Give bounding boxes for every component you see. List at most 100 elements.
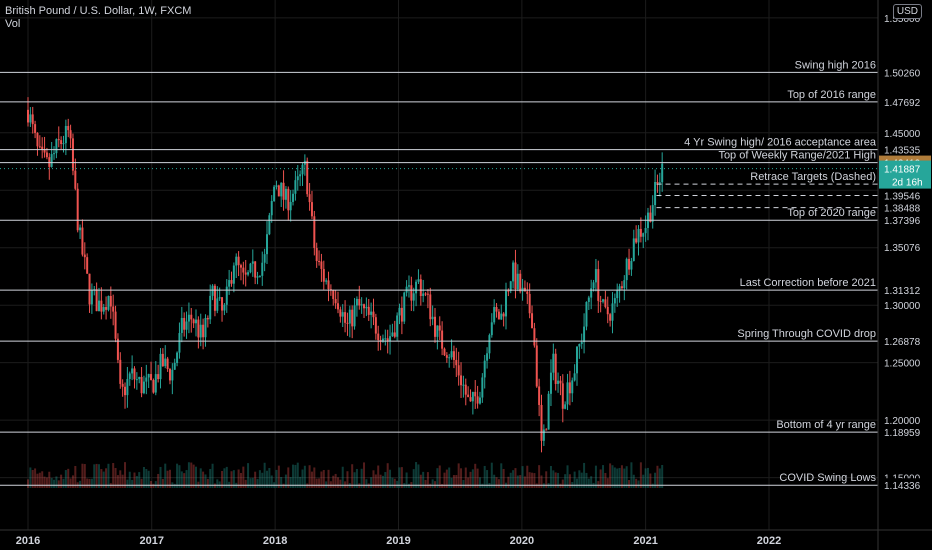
volume-bar bbox=[69, 478, 72, 488]
volume-bar bbox=[102, 471, 105, 488]
candle-body bbox=[434, 316, 437, 337]
candle-body bbox=[152, 379, 155, 393]
candle-body bbox=[471, 391, 474, 402]
candle-body bbox=[27, 109, 29, 123]
volume-bar bbox=[367, 483, 370, 488]
candle-body bbox=[318, 261, 321, 263]
volume-bar bbox=[86, 478, 89, 488]
candle-body bbox=[372, 311, 375, 318]
level-price-label: 1.26878 bbox=[884, 337, 921, 348]
volume-bar bbox=[526, 465, 529, 488]
volume-bar bbox=[611, 465, 614, 488]
volume-bar bbox=[613, 467, 616, 488]
candle-body bbox=[374, 317, 377, 334]
volume-bar bbox=[185, 470, 188, 488]
volume-bar bbox=[377, 465, 380, 488]
candle-body bbox=[620, 286, 623, 289]
level-label: Swing high 2016 bbox=[795, 59, 876, 71]
candle-body bbox=[573, 373, 576, 381]
candle-body bbox=[161, 353, 164, 367]
candle-body bbox=[488, 335, 491, 354]
volume-bar bbox=[48, 471, 51, 488]
volume-bar bbox=[112, 463, 115, 488]
volume-bar bbox=[126, 479, 129, 488]
level-price-label-bg bbox=[879, 200, 931, 215]
volume-bar bbox=[583, 462, 586, 488]
volume-bar bbox=[400, 467, 403, 488]
candle-body bbox=[457, 365, 460, 376]
candle-body bbox=[590, 288, 593, 298]
volume-bar bbox=[434, 481, 437, 488]
volume-bar bbox=[36, 473, 39, 488]
candle-body bbox=[514, 262, 517, 290]
candle-body bbox=[275, 185, 278, 187]
volume-bar bbox=[216, 479, 219, 488]
volume-bar bbox=[140, 478, 143, 488]
volume-bar bbox=[95, 463, 98, 488]
candle-body bbox=[150, 374, 153, 380]
volume-bar bbox=[303, 465, 306, 488]
volume-bar bbox=[147, 470, 150, 488]
candle-body bbox=[575, 346, 578, 374]
volume-bar bbox=[27, 479, 29, 488]
volume-bar bbox=[436, 468, 439, 488]
volume-bar bbox=[568, 474, 571, 488]
candle-body bbox=[45, 152, 48, 158]
volume-bar bbox=[41, 471, 44, 488]
volume-bar bbox=[339, 479, 342, 488]
candle-body bbox=[263, 254, 266, 263]
candle-body bbox=[528, 293, 531, 314]
volume-bar bbox=[313, 467, 316, 488]
candle-body bbox=[41, 146, 44, 150]
volume-bar bbox=[578, 470, 581, 488]
volume-bar bbox=[424, 479, 427, 488]
volume-bar bbox=[604, 472, 607, 488]
volume-bar bbox=[34, 468, 37, 488]
volume-bar bbox=[580, 472, 583, 488]
candle-body bbox=[407, 285, 410, 287]
candle-body bbox=[185, 321, 188, 330]
volume-bar bbox=[320, 471, 323, 488]
volume-bar bbox=[549, 465, 552, 488]
volume-bar bbox=[540, 475, 543, 488]
candle-body bbox=[533, 328, 536, 346]
volume-bar bbox=[443, 472, 446, 488]
candle-body bbox=[450, 351, 453, 358]
volume-bar bbox=[355, 468, 358, 488]
volume-bar bbox=[230, 471, 233, 488]
level-price-label-bg bbox=[879, 142, 931, 157]
level-price-label-bg bbox=[879, 425, 931, 440]
candle-body bbox=[618, 286, 621, 291]
volume-bar bbox=[202, 471, 205, 488]
currency-badge[interactable]: USD bbox=[892, 4, 922, 19]
candle-body bbox=[265, 234, 268, 255]
volume-bar bbox=[467, 477, 470, 488]
x-tick-label: 2018 bbox=[263, 535, 287, 547]
candle-body bbox=[48, 157, 51, 167]
volume-bar bbox=[557, 472, 560, 488]
volume-bar bbox=[225, 466, 228, 488]
candle-body bbox=[644, 227, 647, 234]
volume-bar bbox=[651, 483, 654, 488]
level-label: COVID Swing Lows bbox=[779, 472, 876, 484]
candle-body bbox=[83, 254, 86, 258]
candle-body bbox=[417, 279, 420, 282]
candle-body bbox=[594, 269, 597, 283]
candle-body bbox=[549, 372, 552, 394]
volume-bar bbox=[62, 478, 65, 488]
volume-bar bbox=[55, 476, 58, 488]
y-tick-label: 1.30000 bbox=[884, 301, 921, 312]
volume-bar bbox=[649, 473, 652, 488]
volume-bar bbox=[370, 477, 373, 488]
candle-body bbox=[583, 326, 586, 343]
volume-bar bbox=[199, 468, 202, 488]
candle-body bbox=[327, 280, 330, 290]
candle-body bbox=[38, 146, 41, 148]
volume-bar bbox=[538, 465, 541, 488]
candle-body bbox=[74, 170, 77, 189]
candle-body bbox=[377, 333, 380, 341]
candle-body bbox=[625, 258, 628, 281]
candle-body bbox=[133, 368, 136, 380]
candle-body bbox=[587, 297, 590, 302]
